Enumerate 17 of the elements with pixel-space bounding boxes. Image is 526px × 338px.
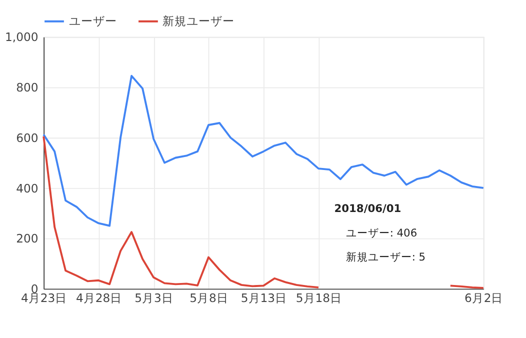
annotation: 新規ユーザー: 5 <box>346 250 426 264</box>
line-series <box>42 74 484 227</box>
legend-label: 新規ユーザー <box>162 14 235 28</box>
legend-label: ユーザー <box>68 14 117 28</box>
y-tick-label: 200 <box>16 232 38 246</box>
x-tick-label: 4月28日 <box>76 290 122 305</box>
x-tick-label: 5月18日 <box>296 290 342 305</box>
x-tick-label: 5月8日 <box>190 290 228 305</box>
x-tick-label: 5月13日 <box>240 290 288 305</box>
y-tick-label: 800 <box>16 80 38 95</box>
x-tick-label: 5月3日 <box>134 290 174 305</box>
y-tick-label: 400 <box>16 181 38 196</box>
annotation: ユーザー: 406 <box>346 226 418 240</box>
x-tick-label: 6月2日 <box>464 290 504 305</box>
annotation: 2018/06/01 <box>334 202 402 216</box>
y-tick-label: 1,000 <box>5 30 38 44</box>
y-tick-label: 600 <box>16 130 38 145</box>
